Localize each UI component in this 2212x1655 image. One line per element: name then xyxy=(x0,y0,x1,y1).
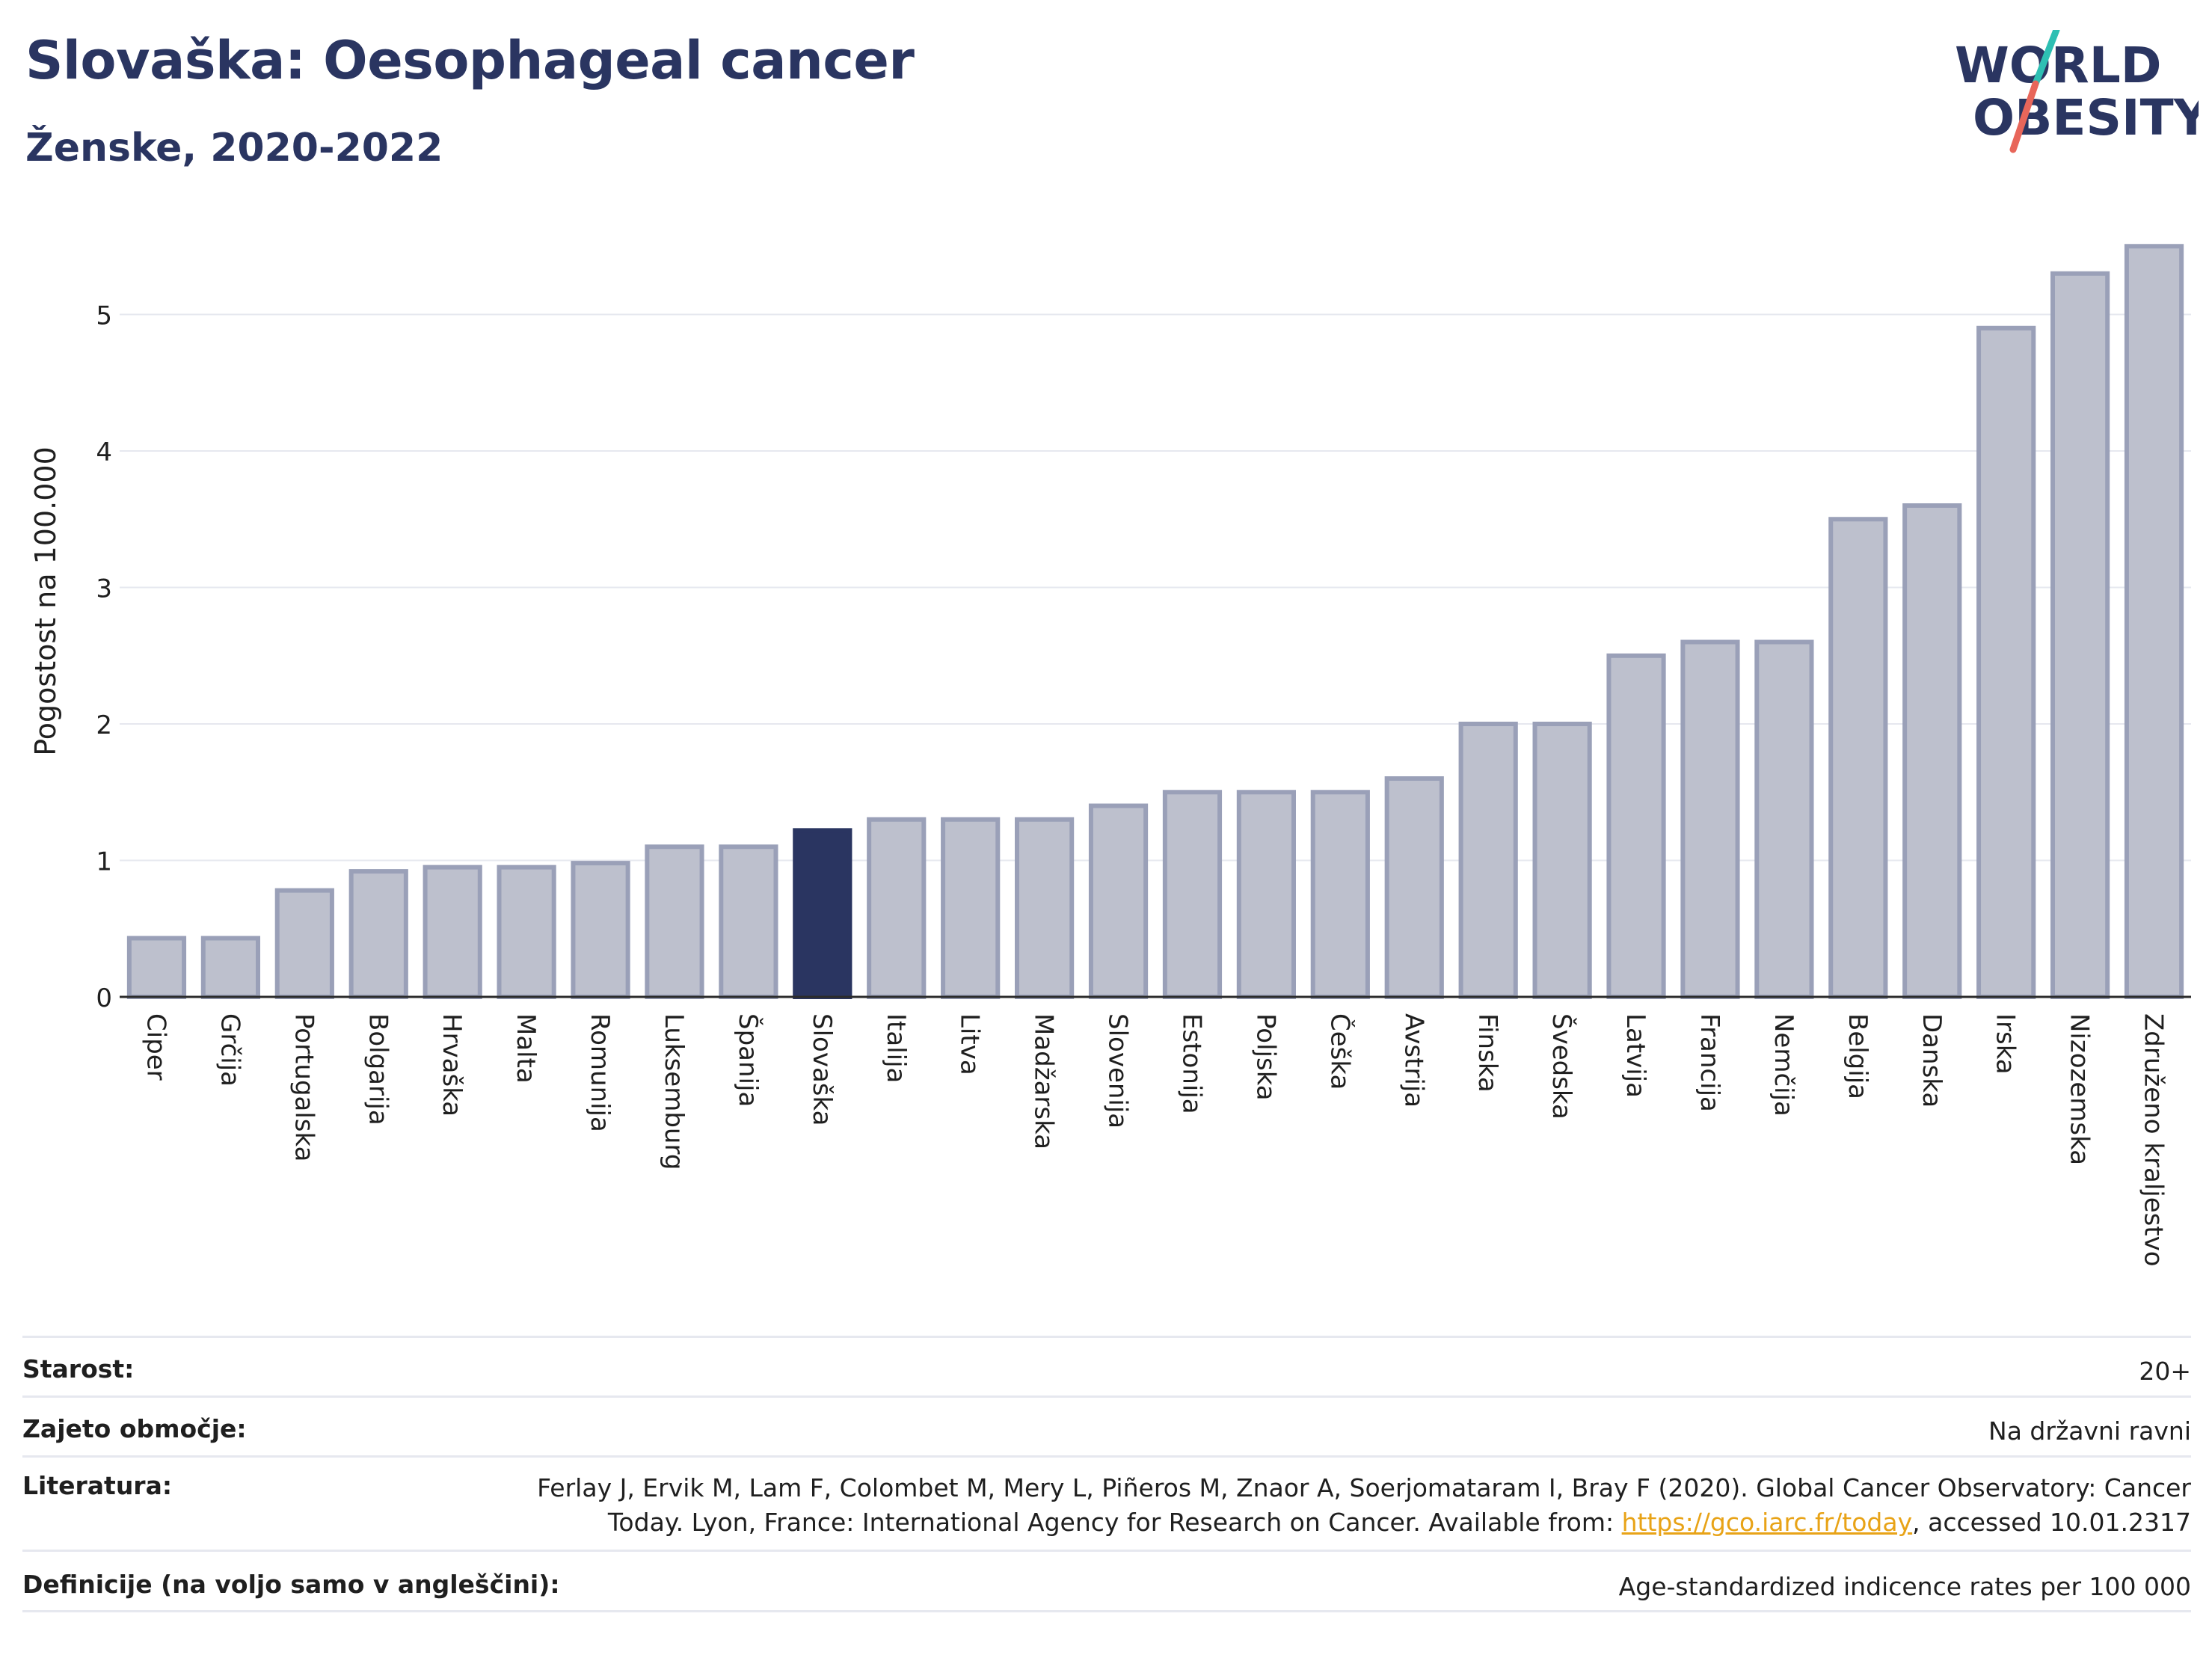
bar-Avstrija xyxy=(1384,776,1444,999)
x-tick-label: Hrvaška xyxy=(437,1013,467,1117)
bars xyxy=(126,244,2184,1000)
x-tick-label: Nizozemska xyxy=(2065,1013,2095,1165)
footer-label-age: Starost: xyxy=(22,1354,135,1384)
footer-value-literature: Ferlay J, Ervik M, Lam F, Colombet M, Me… xyxy=(537,1471,2191,1540)
x-tick-label: Finska xyxy=(1472,1013,1502,1093)
x-tick-label: Portugalska xyxy=(289,1013,319,1161)
x-tick-label: Španija xyxy=(733,1013,764,1107)
x-tick-label: Belgija xyxy=(1843,1013,1872,1099)
logo-slash-teal xyxy=(2032,30,2060,87)
bar-Poljska xyxy=(1236,790,1296,999)
bar-Luksemburg xyxy=(645,844,704,999)
x-tick-label: Bolgarija xyxy=(363,1013,393,1126)
x-tick-label: Grčija xyxy=(215,1013,245,1087)
bar-chart: 0 1 2 3 4 5 Ciper Grčija Portugalska Bolgarija Hr… xyxy=(29,244,2191,1267)
page-title: Slovaška: Oesophageal cancer xyxy=(25,30,915,91)
literature-line-2-post: , accessed 10.01.2317 xyxy=(1912,1508,2191,1537)
logo-slash-coral xyxy=(2009,80,2039,153)
bar-Italija xyxy=(867,817,927,999)
metadata-table: Starost: 20+ Zajeto območje: Na državni … xyxy=(22,1336,2191,1612)
bar-Romunija xyxy=(571,861,630,1000)
x-tick-label: Luksemburg xyxy=(659,1013,689,1170)
x-tick-label: Danska xyxy=(1917,1013,1947,1108)
logo-word-2: OBESITY xyxy=(1973,89,2199,147)
x-tick-label: Nemčija xyxy=(1769,1013,1798,1117)
footer-value-coverage: Na državni ravni xyxy=(1988,1416,2191,1446)
x-tick-label: Slovaška xyxy=(807,1013,837,1126)
x-tick-label: Francija xyxy=(1695,1013,1724,1112)
bar-Švedska xyxy=(1532,722,1592,999)
footer-value-age: 20+ xyxy=(2139,1357,2191,1386)
bar-Danska xyxy=(1902,503,1962,999)
x-tick-label: Združeno kraljestvo xyxy=(2139,1013,2169,1267)
bar-Estonija xyxy=(1162,790,1223,999)
bar-Slovaška xyxy=(793,828,852,999)
bar-Bolgarija xyxy=(348,869,408,999)
footer-row-age: Starost: 20+ xyxy=(22,1336,2191,1395)
world-obesity-logo: WORLD OBESITY xyxy=(1955,30,2199,153)
x-tick-labels: Ciper Grčija Portugalska Bolgarija Hrvaška Ma… xyxy=(141,1013,2168,1267)
bar-Latvija xyxy=(1606,653,1666,999)
bar-Madžarska xyxy=(1015,817,1075,999)
y-tick-label: 1 xyxy=(96,847,112,877)
x-tick-label: Irska xyxy=(1991,1013,2021,1075)
footer-row-coverage: Zajeto območje: Na državni ravni xyxy=(22,1395,2191,1455)
y-tick-label: 0 xyxy=(96,983,112,1013)
x-tick-label: Poljska xyxy=(1250,1013,1280,1101)
bar-Češka xyxy=(1310,790,1370,999)
y-tick-label: 4 xyxy=(96,437,112,467)
bar-Slovenija xyxy=(1088,803,1149,999)
page-subtitle: Ženske, 2020-2022 xyxy=(25,126,443,171)
x-tick-label: Madžarska xyxy=(1029,1013,1059,1149)
y-tick-label: 3 xyxy=(96,574,112,604)
literature-line-2-pre: Today. Lyon, France: International Agenc… xyxy=(607,1508,1622,1537)
bar-Malta xyxy=(497,865,556,999)
bar-Irska xyxy=(1976,325,2036,999)
footer-label-definitions: Definicije (na voljo samo v angleščini): xyxy=(22,1570,560,1599)
bar-Hrvaška xyxy=(423,865,482,999)
footer-label-coverage: Zajeto območje: xyxy=(22,1414,247,1443)
bar-Nemčija xyxy=(1754,639,1814,999)
y-tick-label: 5 xyxy=(96,301,112,331)
bar-Finska xyxy=(1458,722,1518,999)
footer-value-definitions: Age-standardized indicence rates per 100… xyxy=(1618,1572,2191,1601)
y-axis-label: Pogostost na 100.000 xyxy=(29,446,62,756)
x-tick-label: Švedska xyxy=(1546,1013,1577,1120)
bar-Nizozemska xyxy=(2050,271,2110,999)
x-tick-label: Ciper xyxy=(141,1013,170,1081)
literature-line-1: Ferlay J, Ervik M, Lam F, Colombet M, Me… xyxy=(537,1473,2191,1502)
footer-row-definitions: Definicije (na voljo samo v angleščini):… xyxy=(22,1550,2191,1612)
x-tick-label: Slovenija xyxy=(1103,1013,1133,1129)
y-tick-labels: 0 1 2 3 4 5 xyxy=(96,301,112,1014)
gco-link[interactable]: https://gco.iarc.fr/today xyxy=(1621,1508,1913,1537)
logo-word-1: WORLD xyxy=(1955,37,2162,94)
x-tick-label: Italija xyxy=(881,1013,911,1083)
bar-Belgija xyxy=(1828,517,1888,999)
footer-label-literature: Literatura: xyxy=(22,1471,173,1500)
x-tick-label: Malta xyxy=(511,1013,541,1084)
footer-row-literature: Literatura: Ferlay J, Ervik M, Lam F, Co… xyxy=(22,1455,2191,1550)
bar-Litva xyxy=(941,817,1001,999)
bar-Ciper xyxy=(126,936,187,1000)
bar-Grčija xyxy=(200,936,260,1000)
bar-Portugalska xyxy=(274,888,334,1000)
x-tick-label: Litva xyxy=(955,1013,985,1075)
bar-Združeno kraljestvo xyxy=(2124,244,2184,999)
bar-Francija xyxy=(1680,639,1740,999)
x-tick-label: Avstrija xyxy=(1398,1013,1428,1108)
x-tick-label: Češka xyxy=(1324,1013,1355,1090)
x-tick-label: Estonija xyxy=(1176,1013,1206,1114)
x-tick-label: Romunija xyxy=(585,1013,615,1132)
bar-Španija xyxy=(719,844,778,999)
y-tick-label: 2 xyxy=(96,710,112,740)
x-tick-label: Latvija xyxy=(1620,1013,1650,1098)
